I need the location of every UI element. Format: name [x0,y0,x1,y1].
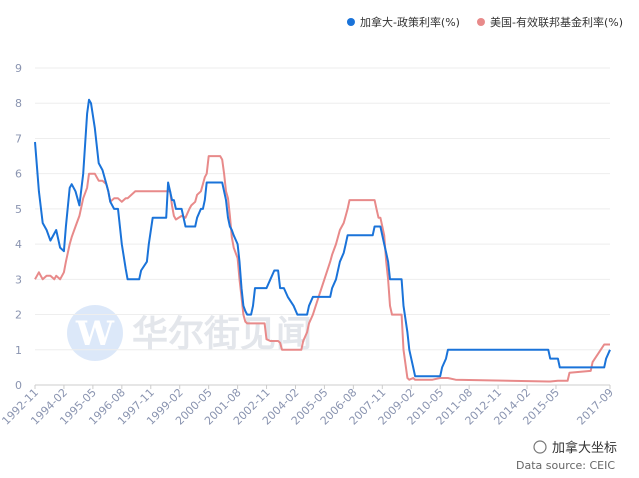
legend-marker [476,18,485,26]
svg-text:W: W [75,314,115,354]
x-tick-label: 2017-09 [574,386,616,428]
legend-marker [346,18,355,26]
watermark: W 华尔街见闻 [67,305,312,361]
y-tick-label: 2 [15,309,22,322]
series-line [34,98,611,378]
legend-label: 加拿大-政策利率(%) [360,15,460,29]
y-tick-label: 9 [15,62,22,75]
y-tick-label: 8 [15,97,22,110]
brand-text: 加拿大坐标 [552,440,617,456]
series-line [34,155,610,383]
y-tick-label: 1 [15,344,22,357]
brand: 加拿大坐标 Data source: CEIC [516,440,617,472]
y-tick-label: 6 [15,168,22,181]
legend: 加拿大-政策利率(%) 美国-有效联邦基金利率(%) [346,15,623,29]
y-tick-label: 7 [15,132,22,145]
y-tick-label: 5 [15,203,22,216]
y-tick-label: 3 [15,273,22,286]
y-tick-label: 0 [15,379,22,392]
y-tick-label: 4 [15,238,22,251]
source: Data source: CEIC [516,459,615,472]
legend-label: 美国-有效联邦基金利率(%) [490,15,623,29]
